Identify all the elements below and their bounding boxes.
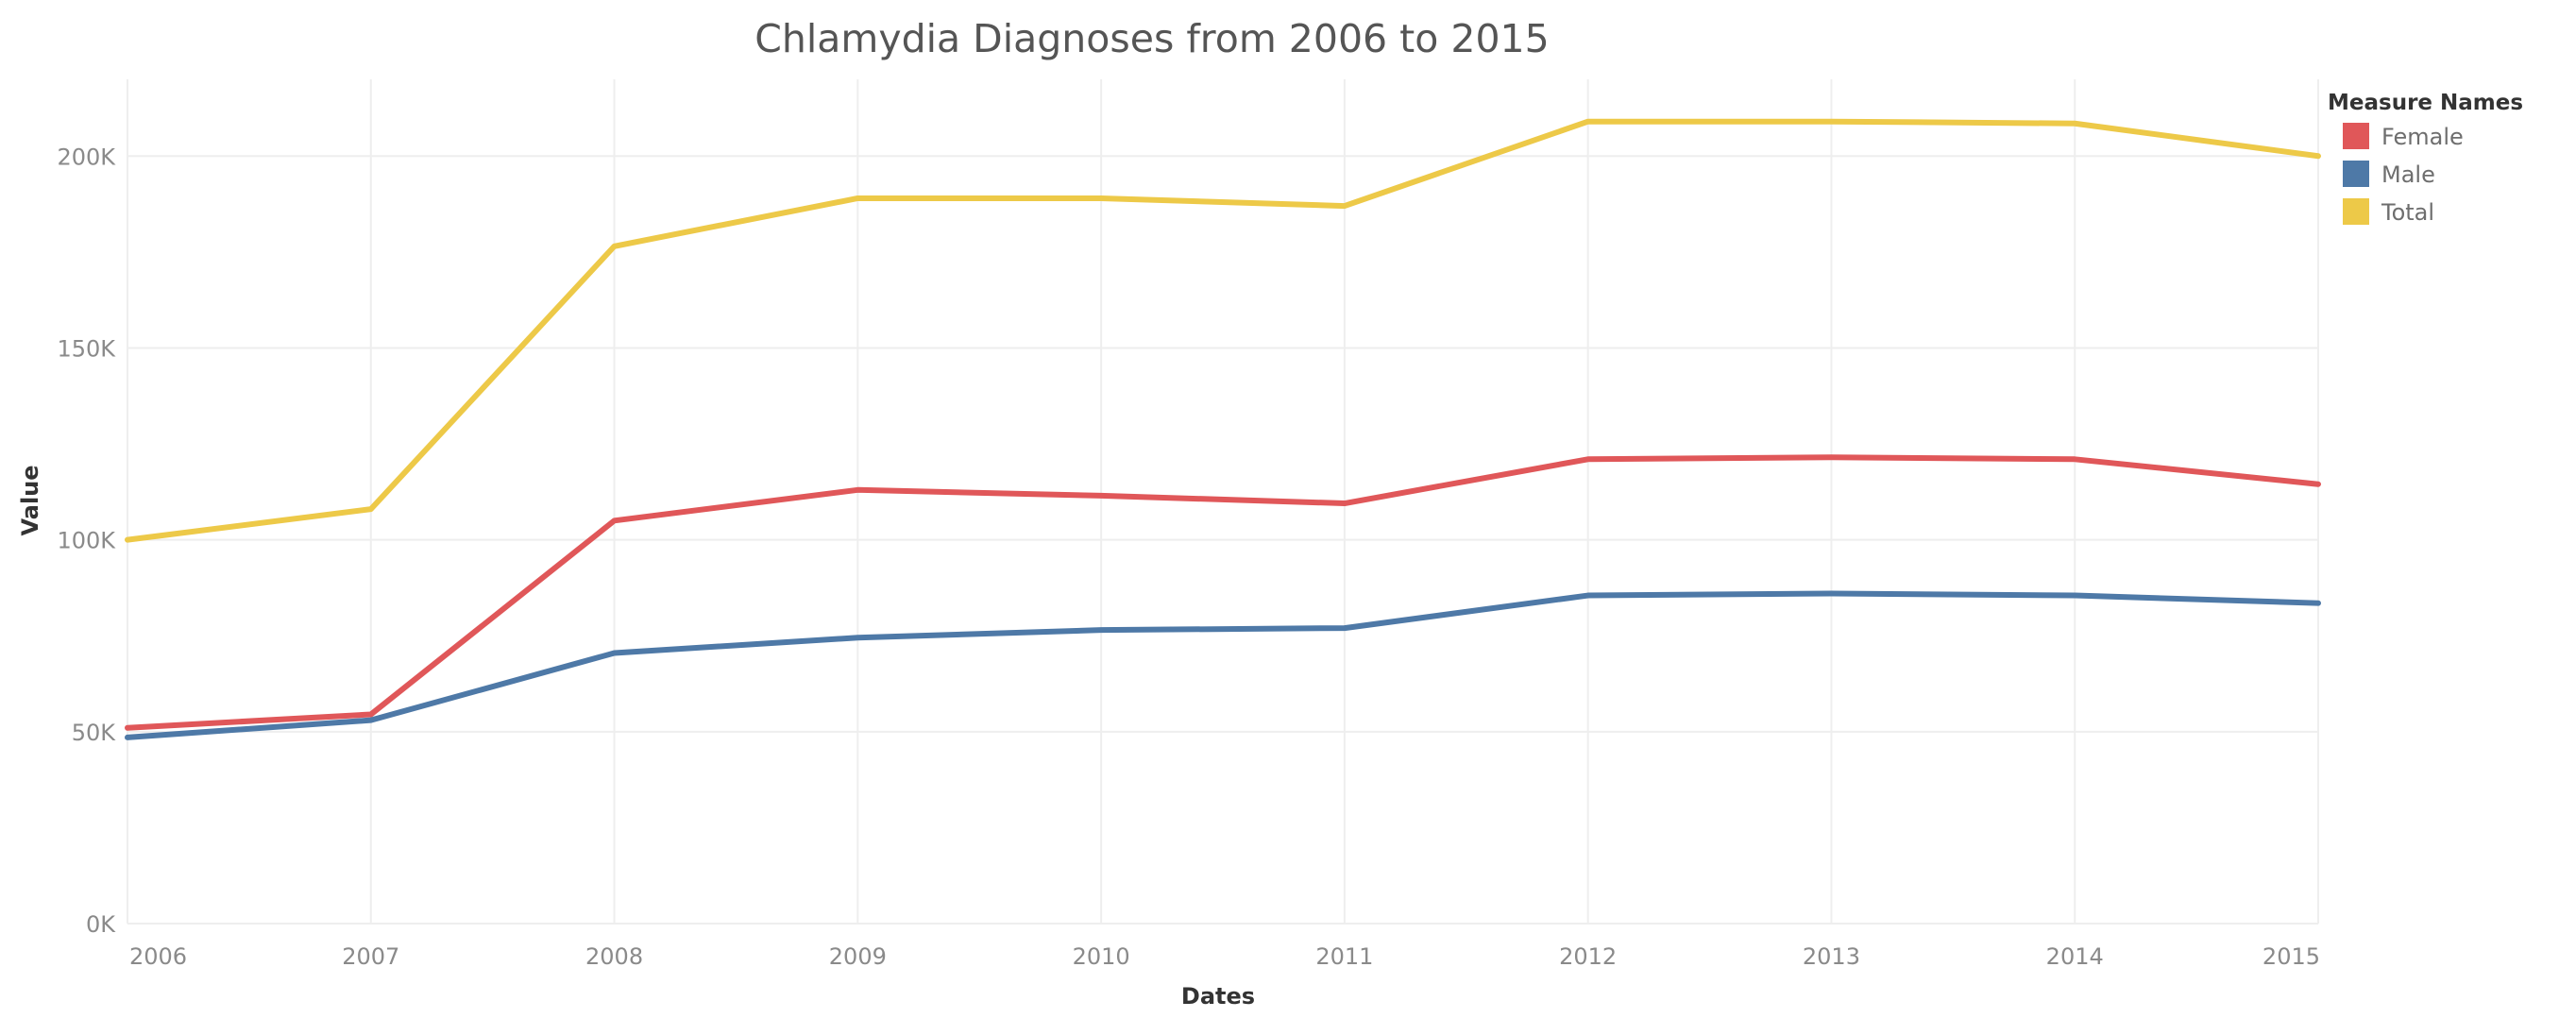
legend-swatch-total [2343, 198, 2369, 225]
series-line-male [125, 590, 2321, 740]
chart-title: Chlamydia Diagnoses from 2006 to 2015 [754, 16, 1549, 61]
x-tick-label: 2006 [129, 943, 187, 970]
x-tick-label: 2012 [1559, 943, 1617, 970]
y-axis-label: Value [17, 465, 43, 535]
x-tick-label: 2009 [829, 943, 887, 970]
legend-title: Measure Names [2328, 91, 2523, 115]
x-tick-label: 2008 [585, 943, 643, 970]
x-tick-label: 2014 [2046, 943, 2104, 970]
legend: Measure Names Female Male Total [2328, 91, 2523, 226]
series-lines [125, 118, 2321, 740]
legend-label-total: Total [2381, 199, 2434, 226]
x-axis-ticks: 2006 2007 2008 2009 2010 2011 2012 2013 2014 2015 [129, 943, 2320, 970]
x-tick-label: 2013 [1803, 943, 1860, 970]
x-tick-label: 2010 [1073, 943, 1130, 970]
grid [127, 79, 2319, 925]
x-tick-label: 2007 [342, 943, 399, 970]
legend-label-female: Female [2381, 124, 2464, 150]
y-tick-label: 50K [72, 720, 117, 746]
y-tick-label: 0K [86, 911, 116, 938]
legend-swatch-male [2343, 161, 2369, 187]
x-tick-label: 2015 [2262, 943, 2320, 970]
series-line-female [125, 454, 2321, 731]
x-axis-label: Dates [1181, 983, 1255, 1010]
y-tick-label: 150K [57, 335, 116, 362]
series-line-total [125, 118, 2321, 543]
y-axis-ticks: 0K 50K 100K 150K 200K [57, 144, 116, 938]
y-tick-label: 100K [57, 528, 116, 554]
y-tick-label: 200K [57, 144, 116, 170]
x-tick-label: 2011 [1315, 943, 1373, 970]
legend-swatch-female [2343, 123, 2369, 149]
legend-label-male: Male [2381, 161, 2435, 188]
